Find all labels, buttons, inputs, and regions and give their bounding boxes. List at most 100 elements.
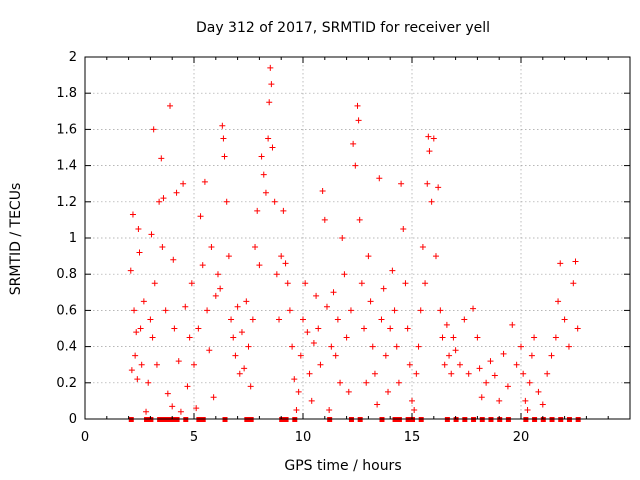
data-point [156, 198, 163, 205]
y-tick-label: 1 [69, 231, 77, 246]
data-point [164, 390, 171, 397]
data-point [446, 352, 453, 359]
data-point [565, 343, 572, 350]
data-point [180, 180, 187, 187]
x-tick-label: 5 [190, 430, 198, 445]
data-point [304, 329, 311, 336]
data-point [391, 307, 398, 314]
data-point [241, 365, 248, 372]
y-tick-label: 1.8 [56, 86, 77, 101]
data-point [400, 225, 407, 232]
data-point [496, 397, 503, 404]
data-point [552, 334, 559, 341]
data-point [332, 352, 339, 359]
x-tick-label: 10 [295, 430, 312, 445]
data-point [402, 280, 409, 287]
grid-lines [85, 57, 630, 419]
data-point [289, 343, 296, 350]
data-point [419, 244, 426, 251]
data-point [308, 397, 315, 404]
data-point [382, 352, 389, 359]
data-point [478, 394, 485, 401]
data-points [127, 64, 581, 415]
data-point [206, 347, 213, 354]
data-point [361, 325, 368, 332]
axis-ticks: 00.20.40.60.811.21.41.61.820 5 10 15 20 [56, 50, 630, 445]
data-point [267, 64, 274, 71]
data-point [266, 99, 273, 106]
y-tick-label: 1.2 [56, 195, 77, 210]
data-point [355, 117, 362, 124]
data-point [393, 343, 400, 350]
y-axis-label: SRMTID / TECUs [8, 183, 24, 296]
data-point [127, 267, 134, 274]
data-point [128, 367, 135, 374]
data-point [153, 361, 160, 368]
data-point [522, 397, 529, 404]
data-point [212, 292, 219, 299]
data-point [367, 298, 374, 305]
data-point [313, 292, 320, 299]
data-point [162, 307, 169, 314]
data-point [245, 343, 252, 350]
data-point [422, 280, 429, 287]
data-point [439, 334, 446, 341]
data-point [435, 184, 442, 191]
data-point [474, 334, 481, 341]
y-tick-label: 0.6 [56, 303, 77, 318]
data-point [376, 175, 383, 182]
data-point [182, 303, 189, 310]
data-point [306, 370, 313, 377]
chart-title: Day 312 of 2017, SRMTID for receiver yel… [196, 20, 490, 36]
data-point [358, 280, 365, 287]
data-point [487, 358, 494, 365]
data-point [544, 370, 551, 377]
data-point [286, 307, 293, 314]
data-point [217, 285, 224, 292]
data-point [518, 343, 524, 350]
y-tick-label: 0.2 [56, 376, 77, 391]
data-point [535, 388, 542, 395]
y-tick-label: 1.6 [56, 122, 77, 137]
data-point [269, 144, 276, 151]
data-point [135, 225, 142, 232]
data-point [385, 388, 392, 395]
data-point [339, 235, 346, 241]
data-point [374, 401, 381, 408]
data-point [347, 307, 354, 314]
data-point [262, 189, 269, 196]
data-point [430, 135, 437, 142]
data-point [132, 352, 139, 359]
data-point [528, 352, 535, 359]
data-point [476, 365, 483, 372]
data-point [504, 383, 511, 390]
data-point [574, 325, 581, 332]
data-point [159, 244, 166, 251]
data-point [441, 361, 448, 368]
data-point [170, 256, 177, 263]
data-point [138, 361, 145, 368]
x-tick-label: 0 [81, 430, 89, 445]
data-point [238, 329, 245, 336]
data-point [483, 379, 490, 386]
data-point [395, 379, 402, 386]
data-point [323, 303, 330, 310]
data-point [524, 406, 531, 413]
data-point [143, 408, 150, 415]
data-point [195, 325, 202, 332]
data-point [363, 379, 370, 386]
data-point [526, 379, 533, 386]
y-tick-label: 0.8 [56, 267, 77, 282]
data-point [548, 352, 555, 359]
data-point [330, 289, 337, 296]
data-point [437, 307, 444, 314]
data-point [129, 211, 136, 218]
data-point [271, 198, 278, 205]
data-point [158, 155, 165, 162]
data-point [371, 370, 378, 377]
data-point [561, 316, 568, 323]
data-point [557, 260, 564, 267]
data-point [210, 394, 217, 401]
data-point [380, 285, 387, 292]
